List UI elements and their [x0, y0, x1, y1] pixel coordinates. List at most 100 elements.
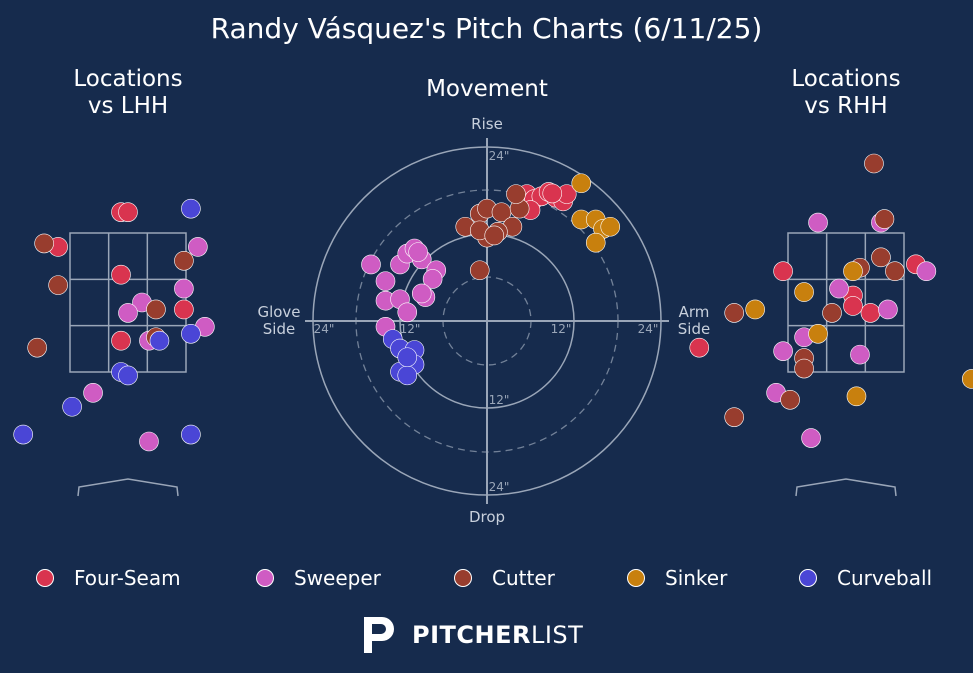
pitch-point — [843, 296, 863, 316]
axis-label-glove: Glove — [257, 303, 300, 321]
axis-label-arm: Arm — [679, 303, 710, 321]
pitch-point — [916, 261, 937, 282]
home-plate-rhh — [795, 478, 897, 497]
pitch-point — [689, 337, 710, 358]
pitch-point — [149, 330, 170, 351]
pitch-point — [397, 365, 418, 386]
pitch-point — [780, 389, 800, 410]
home-plate-lhh — [77, 478, 179, 497]
brand-name-light: LIST — [530, 621, 584, 649]
brand-name: PITCHERLIST — [412, 621, 583, 649]
pitch-point — [375, 271, 396, 291]
legend-marker — [799, 569, 817, 587]
pitch-point — [188, 237, 208, 257]
pitch-point — [794, 358, 814, 379]
pitch-point — [361, 254, 381, 275]
legend-label: Sinker — [665, 566, 728, 590]
pitch-point — [773, 341, 793, 361]
pitch-point — [961, 369, 973, 389]
ring-label-24-left: 24" — [314, 322, 335, 336]
pitch-point — [878, 299, 898, 320]
ring-label-24-right: 24" — [638, 322, 659, 336]
pitch-point — [808, 212, 828, 233]
legend-marker — [627, 569, 645, 587]
legend-item: Four-Seam — [36, 560, 181, 596]
pitch-point — [724, 303, 744, 323]
pitch-point — [794, 282, 814, 302]
panel-title-rhh: Locations vs RHH — [791, 66, 901, 119]
pitch-point — [139, 431, 159, 452]
legend-item: Sweeper — [256, 560, 381, 596]
pitch-point — [13, 424, 33, 445]
legend-label: Four-Seam — [74, 566, 181, 590]
pitch-point — [181, 198, 201, 219]
axis-label-drop: Drop — [469, 508, 505, 526]
legend-item: Cutter — [454, 560, 555, 596]
panel-title-lhh: Locations vs LHH — [73, 66, 183, 119]
brand-name-bold: PITCHER — [412, 621, 531, 649]
strike-zone-rhh — [787, 232, 905, 373]
pitch-point — [181, 424, 201, 445]
pitch-point — [174, 299, 194, 320]
pitch-point — [745, 299, 765, 320]
pitch-point — [397, 347, 418, 368]
pitch-point — [571, 173, 592, 194]
pitch-point — [118, 365, 138, 386]
pitch-point — [411, 283, 432, 304]
legend: Four-Seam Sweeper Cutter Sinker Curveball — [0, 560, 973, 596]
legend-item: Curveball — [799, 560, 932, 596]
pitch-point — [871, 247, 891, 268]
ring-label-12-bottom: 12" — [489, 393, 510, 407]
pitch-point — [408, 242, 428, 262]
pitch-point — [111, 330, 131, 351]
legend-marker — [36, 569, 54, 587]
ring-label-24-bottom: 24" — [489, 480, 510, 494]
pitch-point — [600, 216, 621, 237]
legend-label: Sweeper — [294, 566, 381, 590]
pitcherlist-logo-icon — [364, 617, 394, 653]
pitch-point — [181, 323, 201, 344]
pitch-point — [62, 396, 82, 417]
brand-logo: PITCHERLIST — [360, 613, 583, 657]
pitch-point — [118, 303, 138, 323]
figure-title: Randy Vásquez's Pitch Charts (6/11/25) — [210, 12, 763, 45]
pitch-point — [174, 250, 194, 271]
legend-marker — [256, 569, 274, 587]
pitch-point — [585, 232, 606, 253]
pitch-point — [542, 183, 563, 204]
pitch-point — [822, 303, 842, 323]
pitch-point — [174, 278, 194, 299]
pitch-point — [118, 202, 138, 222]
pitch-point — [808, 323, 828, 344]
axis-label-arm-side: Side — [678, 320, 710, 338]
ring-label-12-right: 12" — [551, 322, 572, 336]
pitch-point — [83, 383, 103, 403]
pitch-point — [829, 278, 849, 299]
pitch-point — [773, 261, 793, 282]
legend-label: Curveball — [837, 566, 933, 590]
pitch-point — [484, 225, 505, 246]
pitch-point — [34, 233, 54, 254]
axis-label-glove-side: Side — [263, 320, 295, 338]
pitch-point — [874, 209, 895, 229]
pitch-point — [801, 428, 821, 448]
pitch-point — [724, 407, 744, 427]
ring-label-24-top: 24" — [489, 149, 510, 163]
panel-title-movement: Movement — [426, 76, 548, 102]
pitch-point — [843, 261, 863, 282]
pitch-point — [48, 275, 68, 295]
legend-marker — [454, 569, 472, 587]
strike-zone-lhh — [69, 232, 187, 373]
pitch-point — [146, 299, 166, 320]
pitch-point — [397, 302, 418, 323]
axis-label-rise: Rise — [471, 115, 503, 133]
legend-label: Cutter — [492, 566, 555, 590]
pitch-point — [469, 260, 490, 281]
pitch-point — [846, 386, 867, 407]
pitch-point — [860, 303, 881, 323]
pitch-point — [850, 344, 870, 365]
pitch-point — [506, 184, 526, 204]
pitch-point — [111, 264, 131, 285]
